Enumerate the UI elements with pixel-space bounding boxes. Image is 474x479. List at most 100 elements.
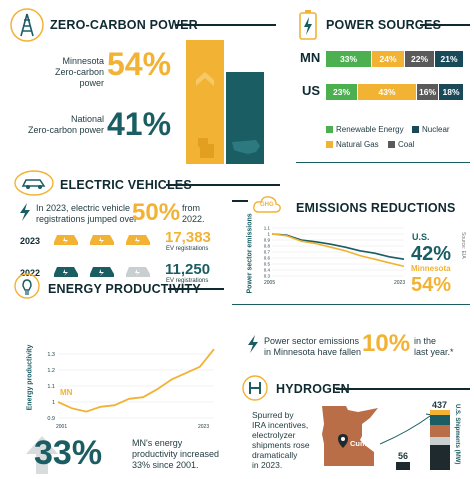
- ev-text-line2: registrations jumped over: [36, 214, 138, 224]
- us-label-line1: National: [70, 114, 104, 124]
- productivity-text: MN's energy productivity increased 33% s…: [132, 438, 219, 471]
- productivity-text-line2: productivity increased: [132, 449, 220, 459]
- legend-swatch-renewable: [326, 126, 333, 133]
- hydrogen-axis-label: U.S. Shipments (MW): [454, 404, 460, 465]
- mn-sources-bar: 33% 24% 22% 21%: [326, 51, 464, 67]
- emissions-source: Source: EIA: [460, 232, 466, 259]
- productivity-y-tick: 1.3: [47, 352, 55, 358]
- us-label-line2: Zero-carbon power: [27, 125, 104, 135]
- hydrogen-city: Cummins: [350, 439, 385, 448]
- ev-rule: [166, 184, 280, 186]
- mn-emissions-value: 54%: [411, 274, 452, 296]
- ev-from-line1: from: [182, 203, 200, 213]
- emissions-line-us: [271, 233, 405, 260]
- hydrogen-val-high: 437: [432, 400, 448, 410]
- zero-carbon-title: ZERO-CARBON POWER: [50, 18, 198, 32]
- legend-coal: Coal: [398, 140, 415, 149]
- source-segment-natural-gas: 24%: [372, 51, 404, 67]
- emissions-statement-tail: in the last year.*: [414, 336, 454, 358]
- legend-renewable: Renewable Energy: [336, 125, 404, 134]
- source-segment-coal: 22%: [405, 51, 434, 67]
- emissions-tail-line2: last year.*: [414, 347, 454, 357]
- zero-carbon-rule: [176, 24, 276, 26]
- ev-unit-2023: EV registrations: [166, 246, 209, 252]
- mn-emissions-label: Minnesota: [411, 264, 451, 273]
- productivity-mn-tag: MN: [60, 388, 73, 397]
- emissions-statement-rule: [232, 304, 470, 305]
- productivity-rule: [168, 288, 224, 290]
- ev-title: ELECTRIC VEHICLES: [60, 178, 192, 192]
- emissions-y-tick: 1.1: [264, 226, 271, 231]
- productivity-title: ENERGY PRODUCTIVITY: [48, 282, 201, 296]
- ev-text-line1: In 2023, electric vehicle: [36, 203, 131, 213]
- hydrogen-bar-low: [396, 462, 410, 470]
- mn-zero-carbon-label: Minnesota Zero-carbon power: [34, 56, 104, 89]
- emissions-y-tick: 0.9: [264, 238, 271, 243]
- us-row-label: US: [302, 83, 321, 98]
- us-emissions-value: 42%: [411, 243, 452, 265]
- ev-count-2023: 17,383: [165, 229, 211, 246]
- emissions-tail-line1: in the: [414, 336, 437, 346]
- source-segment-renewable-energy: 23%: [326, 84, 357, 100]
- emissions-y-tick: 0.7: [264, 250, 271, 255]
- source-segment-nuclear: 21%: [435, 51, 463, 67]
- emissions-x-start: 2005: [264, 280, 276, 286]
- source-segment-natural-gas: 43%: [358, 84, 416, 100]
- hydrogen-h-icon: [240, 374, 270, 402]
- ev-from: from 2022.: [182, 203, 205, 225]
- ev-count-2022: 11,250: [165, 261, 211, 278]
- productivity-ylabel: Energy productivity: [26, 344, 34, 411]
- productivity-text-line1: MN's energy: [132, 438, 183, 448]
- power-sources-title: POWER SOURCES: [326, 18, 442, 32]
- productivity-big: 33%: [34, 434, 103, 472]
- productivity-y-tick: 1.1: [47, 384, 55, 390]
- legend-gas: Natural Gas: [336, 140, 379, 149]
- ev-year-2022-label: 2022: [20, 268, 41, 278]
- mn-zero-carbon-bar: [186, 40, 224, 164]
- ev-cars-2022: [52, 262, 156, 280]
- emissions-y-tick: 0.6: [264, 256, 271, 261]
- lightbulb-icon: [14, 272, 40, 302]
- mn-row-label: MN: [300, 50, 321, 65]
- ev-text: In 2023, electric vehicle registrations …: [36, 203, 137, 225]
- ev-year-2023: 2023: [20, 236, 41, 246]
- us-sources-bar: 23% 43% 16% 18%: [326, 84, 464, 100]
- us-zero-carbon-bar: [226, 72, 264, 164]
- emissions-y-tick: 0.5: [264, 262, 271, 267]
- power-sources-rule: [420, 24, 470, 26]
- emissions-ylabel: Power sector emissions: [246, 213, 254, 294]
- emissions-line-mn: [271, 233, 405, 268]
- hydrogen-text-line4: shipments rose: [252, 440, 310, 450]
- emissions-x-end: 2023: [394, 280, 406, 286]
- emissions-statement-line2: in Minnesota have fallen: [264, 347, 362, 357]
- mn-label-line1: Minnesota: [62, 56, 104, 66]
- hydrogen-rule: [336, 388, 470, 390]
- power-sources-bottom-rule: [296, 162, 470, 163]
- productivity-y-tick: 1: [52, 400, 55, 406]
- hydrogen-text-line1: Spurred by: [252, 410, 294, 420]
- legend-swatch-gas: [326, 141, 333, 148]
- source-segment-nuclear: 18%: [439, 84, 463, 100]
- legend-nuclear: Nuclear: [422, 125, 450, 134]
- emissions-statement-pct: 10%: [362, 330, 411, 357]
- productivity-chart: 1.3 1.2 1.1 1 0.9: [47, 348, 215, 420]
- legend-swatch-coal: [388, 141, 395, 148]
- bolt-icon-emissions: [246, 334, 260, 354]
- emissions-chart: 1.110.90.80.70.60.50.40.3: [264, 226, 405, 279]
- ghg-cloud-icon: [252, 194, 282, 216]
- hydrogen-text-line6: in 2023.: [252, 460, 283, 470]
- battery-bolt-icon: [296, 8, 320, 42]
- productivity-x-end: 2023: [198, 424, 210, 430]
- zero-carbon-bars: [186, 34, 268, 164]
- hydrogen-text-line3: electrolyzer: [252, 430, 296, 440]
- mn-label-line2: Zero-carbon power: [54, 67, 104, 88]
- productivity-line: [57, 348, 215, 413]
- ev-from-line2: 2022.: [182, 214, 205, 224]
- ev-unit-2022: EV registrations: [166, 278, 209, 284]
- location-pin-icon: [338, 434, 348, 448]
- productivity-y-tick: 1.2: [47, 368, 55, 374]
- emissions-statement-line1: Power sector emissions: [264, 336, 360, 346]
- ghg-label: GHG: [260, 202, 274, 208]
- us-zero-carbon-label: National Zero-carbon power: [22, 114, 104, 136]
- mn-zero-carbon-value: 54%: [107, 46, 172, 82]
